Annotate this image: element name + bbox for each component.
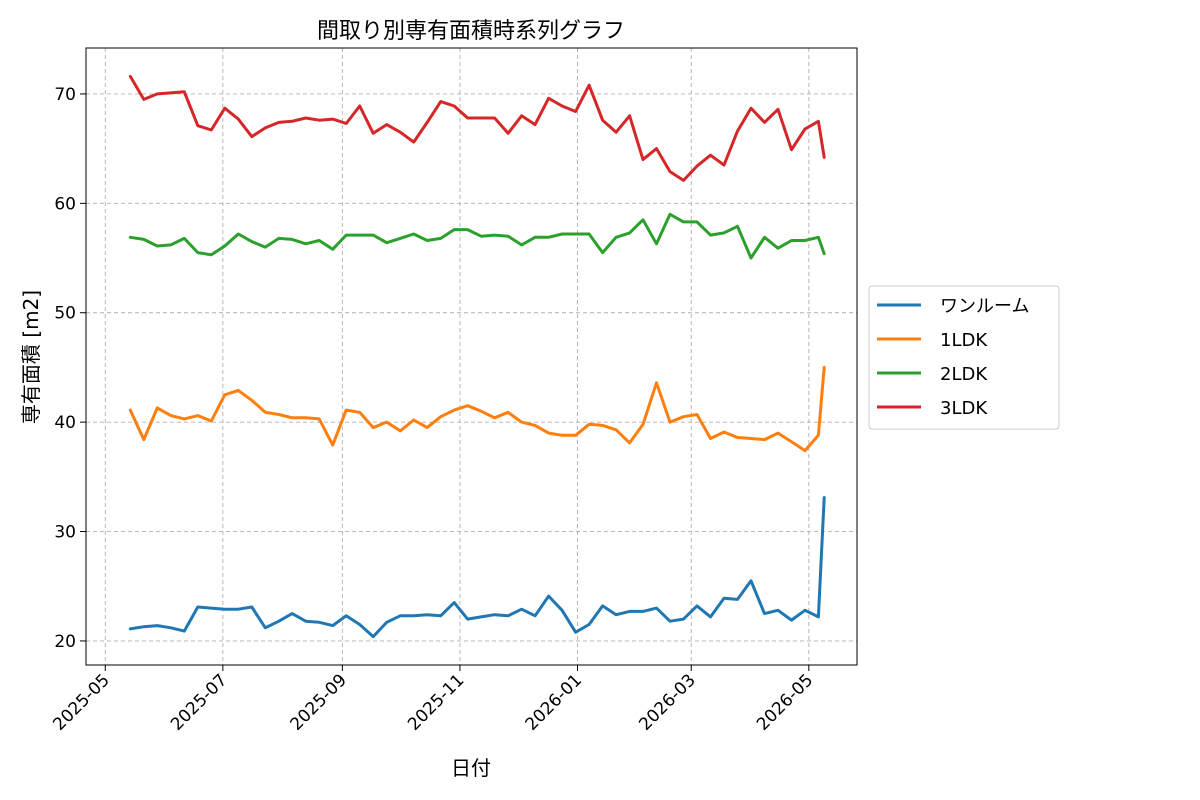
series-line-2	[128, 365, 826, 453]
y-tick-label: 70	[54, 85, 76, 105]
y-tick-label: 20	[54, 632, 76, 652]
y-tick-label: 60	[54, 194, 76, 214]
y-tick-label: 40	[54, 413, 76, 433]
x-axis-title: 日付	[451, 756, 491, 780]
series-line-3	[128, 212, 826, 260]
chart-title: 間取り別専有面積時系列グラフ	[317, 19, 625, 44]
plot-frame	[85, 47, 858, 666]
legend-label: 1LDK	[940, 330, 988, 351]
legend: ワンルーム 1LDK 2LDK 3LDK	[868, 285, 1060, 430]
legend-label: 3LDK	[940, 398, 988, 419]
series-lines	[128, 74, 826, 639]
series-line-1	[128, 496, 826, 639]
series-line-4	[128, 74, 826, 182]
y-tick-label: 50	[54, 304, 76, 324]
y-tick-label: 30	[54, 523, 76, 543]
grid-lines	[86, 48, 857, 665]
legend-box	[868, 285, 1060, 430]
legend-label: 2LDK	[940, 364, 988, 385]
y-axis-title: 専有面積 [m2]	[19, 290, 43, 424]
legend-label: ワンルーム	[940, 296, 1029, 317]
